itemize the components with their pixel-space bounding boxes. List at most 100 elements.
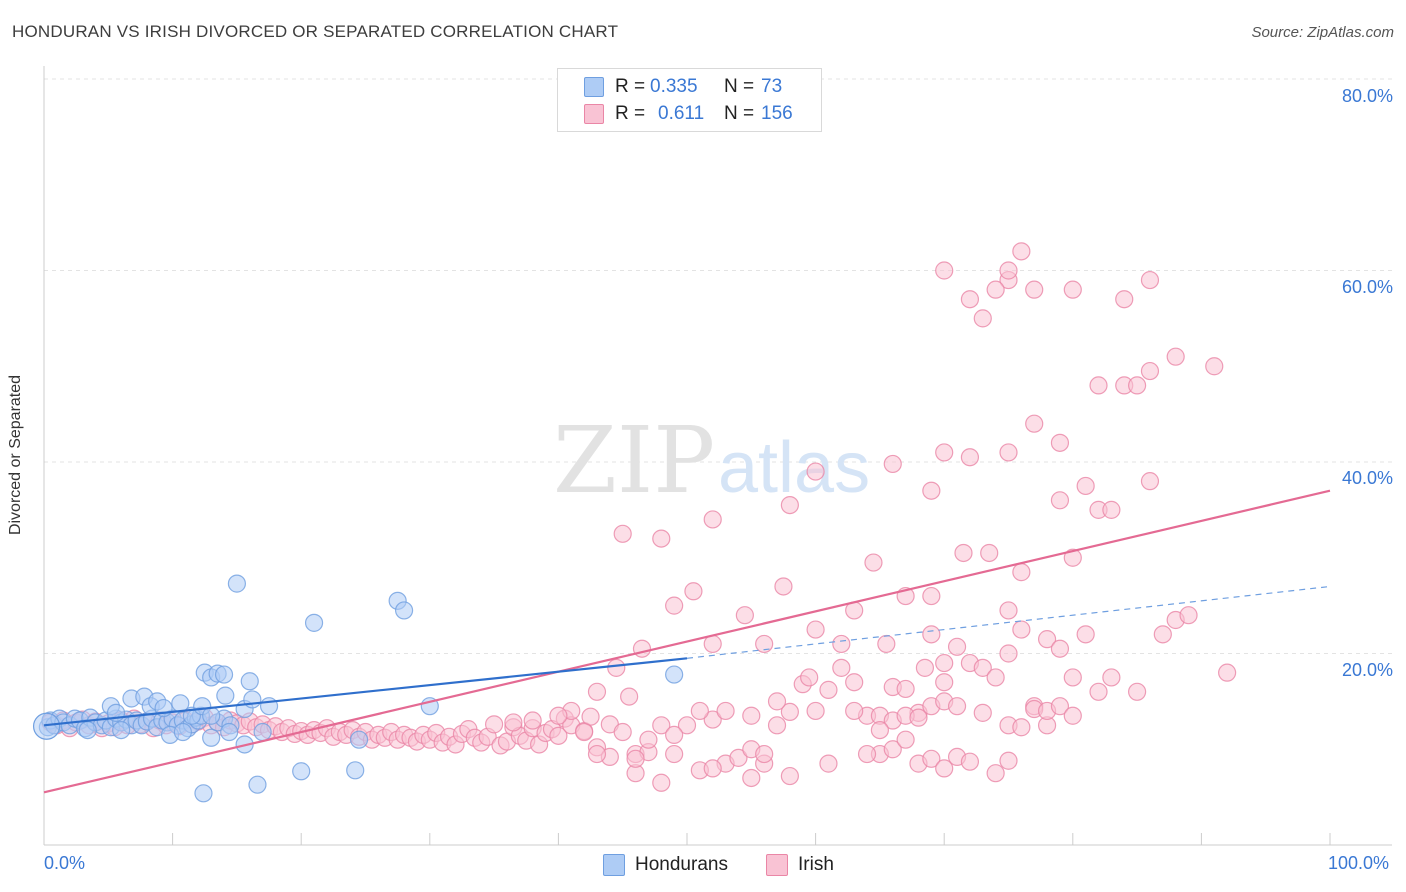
irish-point bbox=[1140, 472, 1160, 491]
y-tick-label: 80.0% bbox=[1341, 86, 1393, 106]
irish-point bbox=[742, 768, 761, 788]
irish-point bbox=[896, 730, 915, 749]
irish-point bbox=[947, 697, 967, 716]
irish-point bbox=[999, 644, 1018, 663]
source-label: Source: ZipAtlas.com bbox=[1251, 24, 1394, 41]
r-label: R = bbox=[615, 103, 646, 124]
irish-point bbox=[973, 658, 992, 677]
irish-point bbox=[523, 711, 542, 730]
irish-point bbox=[1179, 606, 1198, 625]
irish-point bbox=[729, 748, 748, 767]
irish-point bbox=[980, 543, 999, 563]
irish-point bbox=[832, 634, 851, 654]
irish-point bbox=[652, 529, 671, 548]
hondurans-trend-line bbox=[43, 657, 688, 727]
hondurans-point bbox=[292, 762, 311, 781]
irish-point bbox=[703, 510, 722, 529]
irish-point bbox=[632, 639, 652, 658]
irish-point bbox=[607, 658, 626, 677]
irish-point bbox=[703, 759, 722, 778]
irish-point bbox=[1153, 625, 1172, 644]
hondurans-point bbox=[202, 728, 221, 747]
irish-point bbox=[909, 708, 928, 727]
hondurans-point bbox=[214, 665, 234, 684]
irish-point bbox=[845, 701, 864, 721]
irish-point bbox=[877, 634, 896, 654]
irish-point bbox=[922, 749, 941, 768]
irish-point bbox=[1050, 491, 1070, 510]
irish-point bbox=[613, 722, 632, 742]
hondurans-point bbox=[220, 722, 239, 742]
irish-point bbox=[1140, 361, 1160, 381]
irish-point bbox=[999, 443, 1018, 462]
irish-point bbox=[1050, 697, 1070, 716]
irish-point bbox=[1166, 347, 1185, 366]
irish-point bbox=[986, 280, 1005, 299]
hondurans-point bbox=[194, 784, 213, 803]
irish-point bbox=[1218, 663, 1237, 682]
hondurans-point bbox=[394, 601, 414, 620]
irish-point bbox=[800, 668, 819, 687]
legend-item-irish[interactable]: Irish bbox=[766, 852, 834, 878]
hondurans-point bbox=[78, 720, 97, 740]
hondurans-point bbox=[243, 690, 262, 709]
irish-point bbox=[883, 454, 902, 474]
irish-point bbox=[1127, 376, 1147, 395]
stats-box: R = 0.335 N = 73 R = 0.611 N = 156 bbox=[557, 68, 822, 132]
hondurans-swatch bbox=[603, 854, 625, 876]
irish-point bbox=[665, 725, 684, 744]
irish-point bbox=[587, 744, 607, 764]
irish-point bbox=[845, 673, 864, 692]
irish-point bbox=[1025, 280, 1044, 299]
legend-label: Irish bbox=[798, 854, 834, 875]
irish-point bbox=[665, 596, 684, 615]
watermark-zip: ZIP bbox=[553, 407, 715, 514]
irish-point bbox=[999, 601, 1018, 620]
legend-label: Hondurans bbox=[635, 854, 728, 875]
irish-point bbox=[690, 701, 709, 721]
irish-point bbox=[935, 443, 954, 462]
irish-point bbox=[767, 716, 787, 735]
irish-point bbox=[922, 586, 941, 606]
irish-point bbox=[504, 713, 523, 732]
irish-point bbox=[896, 679, 915, 699]
n-value: 73 bbox=[761, 76, 783, 97]
irish-point bbox=[973, 309, 992, 328]
n-label: N = bbox=[724, 76, 755, 97]
hondurans-point bbox=[304, 613, 324, 632]
irish-point bbox=[986, 764, 1005, 783]
irish-point bbox=[806, 701, 825, 721]
hondurans-point bbox=[240, 672, 259, 691]
irish-point bbox=[626, 749, 645, 768]
stats-row-hondurans: R = 0.335 N = 73 bbox=[558, 74, 821, 100]
data-points bbox=[32, 242, 1237, 803]
hondurans-trend-extension bbox=[686, 585, 1331, 659]
irish-point bbox=[639, 730, 658, 749]
legend-item-hondurans[interactable]: Hondurans bbox=[603, 852, 728, 878]
irish-point bbox=[806, 620, 825, 639]
irish-point bbox=[986, 668, 1005, 687]
irish-point bbox=[780, 495, 799, 515]
irish-point bbox=[1089, 376, 1108, 395]
irish-point bbox=[935, 261, 954, 280]
irish-point bbox=[1037, 630, 1057, 649]
irish-point bbox=[915, 658, 935, 677]
grid-lines bbox=[44, 78, 1392, 654]
irish-point bbox=[960, 290, 980, 309]
irish-point bbox=[954, 543, 973, 563]
irish-point bbox=[819, 754, 838, 773]
legend: Hondurans Irish bbox=[0, 852, 1406, 878]
irish-point bbox=[870, 720, 890, 740]
stats-row-irish: R = 0.611 N = 156 bbox=[558, 101, 821, 127]
irish-point bbox=[677, 716, 697, 735]
irish-point bbox=[1102, 668, 1121, 687]
irish-point bbox=[774, 577, 793, 596]
irish-point bbox=[742, 706, 761, 725]
hondurans-point bbox=[227, 574, 246, 593]
irish-point bbox=[703, 710, 722, 729]
hondurans-point bbox=[216, 686, 235, 705]
n-label: N = bbox=[724, 103, 755, 124]
irish-point bbox=[767, 692, 787, 711]
r-value: 0.611 bbox=[658, 103, 705, 124]
hondurans-point bbox=[112, 720, 131, 740]
